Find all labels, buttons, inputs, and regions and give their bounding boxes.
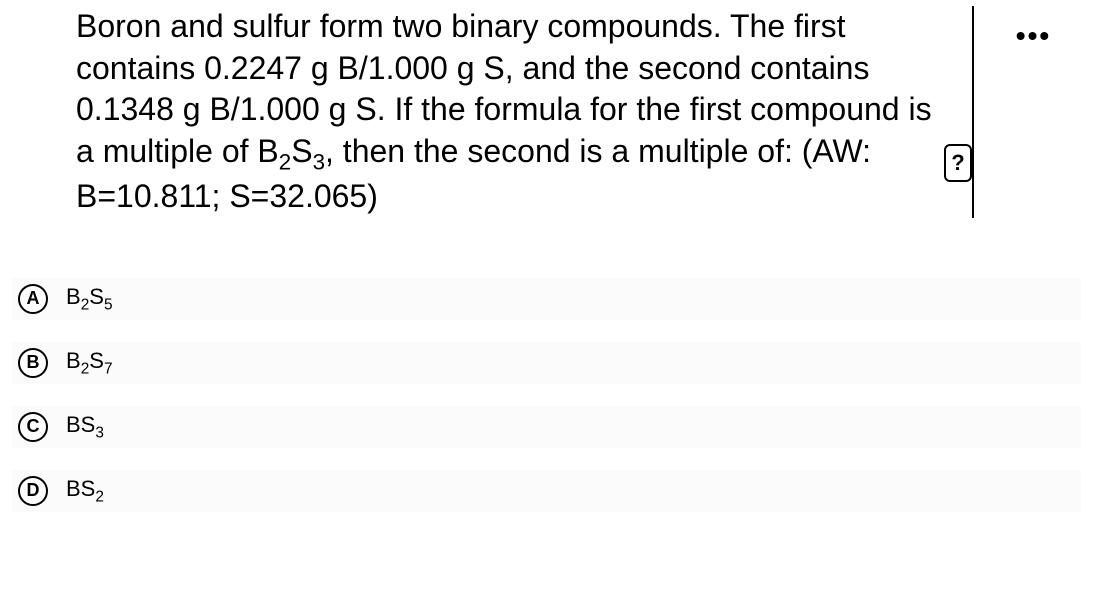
question-text: Boron and sulfur form two binary compoun… — [76, 6, 958, 218]
answer-letter: D — [18, 476, 48, 506]
hint-icon[interactable]: ? — [944, 144, 972, 182]
quiz-page: Boron and sulfur form two binary compoun… — [0, 0, 1093, 590]
question-cell: Boron and sulfur form two binary compoun… — [0, 6, 974, 218]
answer-list: A B2S5 B B2S7 C BS3 D BS2 — [0, 278, 1093, 512]
more-icon[interactable]: ••• — [1016, 22, 1051, 50]
answer-option-a[interactable]: A B2S5 — [12, 278, 1081, 320]
answer-letter: B — [18, 348, 48, 378]
answer-option-c[interactable]: C BS3 — [12, 406, 1081, 448]
answer-option-b[interactable]: B B2S7 — [12, 342, 1081, 384]
answer-letter: A — [18, 284, 48, 314]
answer-option-d[interactable]: D BS2 — [12, 470, 1081, 512]
answer-text: BS3 — [66, 412, 104, 442]
question-row: Boron and sulfur form two binary compoun… — [0, 6, 1093, 218]
answer-text: B2S7 — [66, 348, 113, 378]
answer-letter: C — [18, 412, 48, 442]
answer-text: BS2 — [66, 476, 104, 506]
answer-text: B2S5 — [66, 284, 113, 314]
question-actions: ••• — [974, 6, 1093, 50]
